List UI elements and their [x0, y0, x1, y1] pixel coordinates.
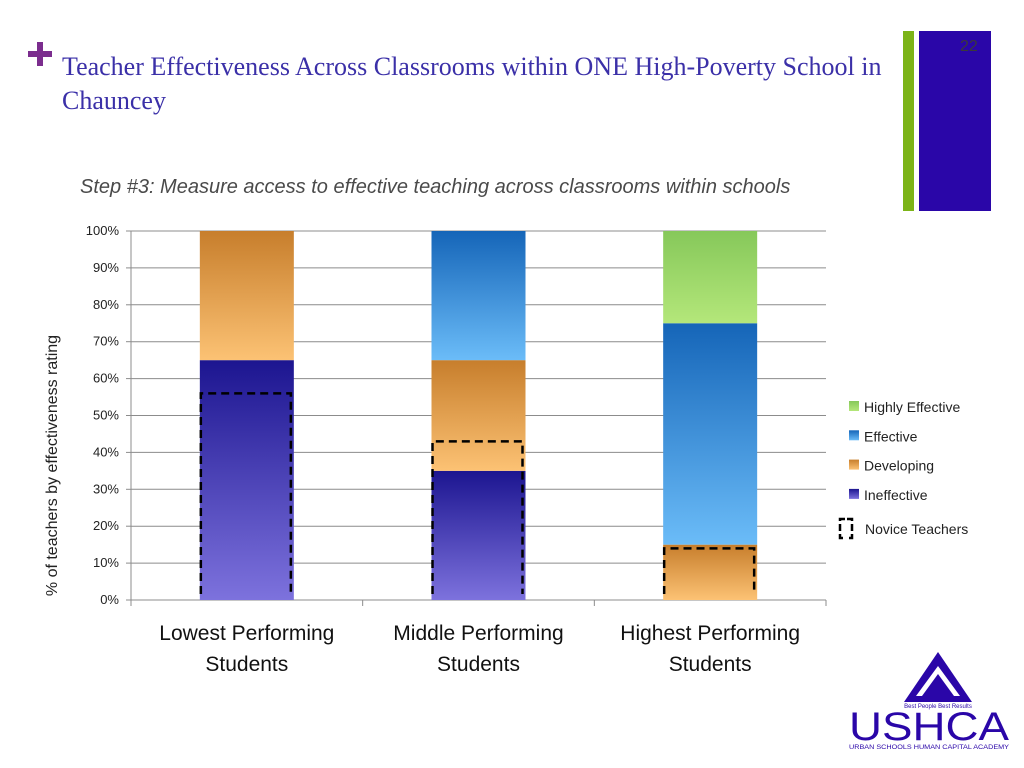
slide-number: 22 — [960, 38, 978, 55]
y-tick-label: 40% — [93, 444, 119, 459]
plus-icon — [28, 42, 52, 66]
novice-teachers-marker — [431, 440, 524, 594]
bar-segment-effective — [663, 323, 758, 545]
chart-subtitle: Step #3: Measure access to effective tea… — [80, 176, 791, 198]
y-tick-label: 60% — [93, 371, 119, 386]
bar-segment-developing — [199, 231, 294, 361]
legend-swatch — [849, 401, 859, 411]
bar-segment-ineffective — [431, 470, 526, 600]
legend-label: Ineffective — [864, 487, 928, 503]
x-tick-label: Lowest Performing Students — [159, 622, 334, 676]
y-tick-label: 10% — [93, 555, 119, 570]
bar-segment-ineffective — [199, 360, 294, 600]
y-tick-label: 70% — [93, 334, 119, 349]
logo-full-name: URBAN SCHOOLS HUMAN CAPITAL ACADEMY — [849, 744, 1010, 751]
page-title: Teacher Effectiveness Across Classrooms … — [62, 52, 882, 115]
logo-name: USHCA — [849, 705, 1009, 749]
legend-swatch — [849, 459, 859, 470]
novice-teachers-marker — [199, 392, 293, 594]
bar-segment-highly-effective — [663, 231, 758, 324]
y-tick-label: 90% — [93, 260, 119, 275]
y-tick-label: 0% — [100, 592, 119, 607]
ushca-logo: Best People Best Results USHCA URBAN SCH… — [849, 652, 1010, 751]
bar-segment-effective — [431, 231, 526, 361]
bar-segment-developing — [431, 360, 526, 471]
y-tick-label: 80% — [93, 297, 119, 312]
legend-swatch — [849, 430, 859, 441]
accent-bar-green — [903, 31, 914, 211]
logo-tagline: Best People Best Results — [904, 704, 972, 710]
legend-label: Effective — [864, 428, 918, 444]
accent-bar-blue — [919, 31, 991, 211]
y-tick-label: 20% — [93, 518, 119, 533]
legend-label: Developing — [864, 458, 934, 474]
novice-teachers-marker — [662, 547, 756, 594]
y-tick-label: 50% — [93, 408, 119, 423]
legend-novice-swatch — [838, 517, 854, 540]
legend-label: Highly Effective — [864, 399, 960, 415]
bar-segment-developing — [663, 544, 758, 600]
legend-swatch — [849, 488, 859, 499]
y-tick-label: 100% — [86, 223, 120, 238]
y-axis-label: % of teachers by effectiveness rating — [44, 335, 61, 596]
x-tick-label: Highest Performing Students — [620, 622, 800, 676]
legend-label: Novice Teachers — [865, 521, 968, 537]
x-tick-label: Middle Performing Students — [393, 622, 563, 676]
y-tick-label: 30% — [93, 481, 119, 496]
